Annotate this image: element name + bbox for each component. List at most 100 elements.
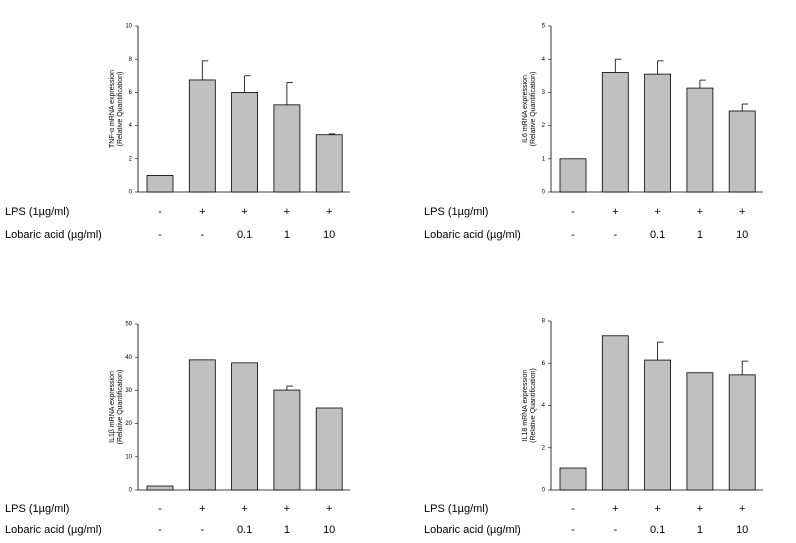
- y-axis-label: (Relative Quantification): [530, 72, 537, 147]
- bar: [559, 158, 587, 193]
- bar: [273, 104, 301, 193]
- panel: 0 1 2 3 4 5 IL6 mRNA expression (Relative Quant…: [424, 24, 763, 241]
- y-tick-label: 6: [129, 90, 133, 96]
- bar: [188, 359, 216, 491]
- treatment-value: +: [241, 206, 247, 218]
- panel: 0 2 4 6 8 IL18 mRNA expression (Relative Quant…: [424, 319, 763, 536]
- y-axis-label: TNF-α mRNA expression: [109, 70, 116, 148]
- y-tick-label: 0: [542, 488, 546, 494]
- treatment-value: -: [158, 524, 162, 536]
- treatment-value: 1: [697, 524, 703, 536]
- treatment-value: -: [613, 229, 617, 241]
- treatment-value: -: [200, 229, 204, 241]
- bar: [686, 87, 714, 193]
- bar: [146, 174, 174, 193]
- y-tick-label: 10: [125, 454, 132, 460]
- treatment-value: 0.1: [650, 229, 665, 241]
- treatment-value: +: [199, 503, 205, 515]
- treatment-value: +: [284, 503, 290, 515]
- treatment-value: -: [571, 503, 575, 515]
- treatment-value: +: [326, 206, 332, 218]
- y-axis-label: (Relative Quantification): [117, 72, 124, 147]
- y-tick-label: 2: [542, 445, 546, 451]
- bar: [188, 79, 216, 193]
- treatment-value: +: [284, 206, 290, 218]
- treatment-value: -: [613, 524, 617, 536]
- y-tick-label: 10: [125, 24, 132, 30]
- treatment-value: 0.1: [650, 524, 665, 536]
- treatment-value: 0.1: [237, 229, 252, 241]
- bar: [231, 362, 259, 491]
- y-axis-label: IL6 mRNA expression: [522, 75, 529, 143]
- y-tick-label: 4: [542, 57, 546, 63]
- bar: [315, 407, 343, 491]
- treatment-value: -: [200, 524, 204, 536]
- treatment-value: 10: [736, 229, 748, 241]
- bar: [644, 73, 671, 193]
- treatment-value: -: [571, 524, 575, 536]
- y-tick-label: 0: [542, 190, 546, 196]
- y-tick-label: 3: [542, 90, 546, 96]
- bar: [273, 389, 301, 491]
- treatment-value: 10: [323, 229, 335, 241]
- panel: 0 10 20 30 40 50 IL1β mRNA expression (Relative…: [5, 322, 350, 536]
- treatment-value: 1: [284, 524, 290, 536]
- treatment-label: Lobaric acid (µg/ml): [5, 229, 102, 241]
- y-axis-label: (Relative Quantification): [530, 368, 537, 443]
- treatment-value: -: [571, 206, 575, 218]
- treatment-value: -: [571, 229, 575, 241]
- y-tick-label: 8: [129, 57, 133, 63]
- y-tick-label: 0: [129, 190, 133, 196]
- treatment-value: +: [326, 503, 332, 515]
- y-tick-label: 1: [542, 156, 546, 162]
- treatment-value: 1: [697, 229, 703, 241]
- treatment-value: +: [697, 206, 703, 218]
- treatment-value: 10: [323, 524, 335, 536]
- treatment-value: +: [654, 503, 660, 515]
- treatment-value: 10: [736, 524, 748, 536]
- y-axis-label: (Relative Quantification): [117, 370, 124, 445]
- treatment-value: -: [158, 206, 162, 218]
- bar: [686, 372, 714, 491]
- bar: [728, 110, 756, 193]
- y-tick-label: 2: [129, 156, 133, 162]
- treatment-value: +: [654, 206, 660, 218]
- treatment-label: LPS (1µg/ml): [424, 206, 488, 218]
- treatment-label: Lobaric acid (µg/ml): [424, 229, 521, 241]
- panel: 0 2 4 6 8 10 TNF-α mRNA expression (Relative Qu…: [5, 24, 350, 241]
- bar: [728, 374, 756, 491]
- y-tick-label: 30: [125, 388, 132, 394]
- treatment-value: +: [612, 503, 618, 515]
- bar: [601, 335, 629, 491]
- treatment-value: +: [612, 206, 618, 218]
- bar: [146, 485, 174, 491]
- y-tick-label: 40: [125, 355, 132, 361]
- y-tick-label: 4: [542, 403, 546, 409]
- treatment-label: LPS (1µg/ml): [5, 206, 69, 218]
- y-tick-label: 6: [542, 361, 546, 367]
- bar: [644, 359, 671, 491]
- treatment-value: 0.1: [237, 524, 252, 536]
- treatment-value: +: [241, 503, 247, 515]
- y-tick-label: 8: [542, 319, 546, 325]
- y-tick-label: 4: [129, 123, 133, 129]
- bar: [601, 72, 629, 193]
- y-axis-label: IL18 mRNA expression: [522, 370, 529, 442]
- treatment-label: Lobaric acid (µg/ml): [5, 524, 102, 536]
- y-tick-label: 50: [125, 322, 132, 328]
- y-axis-label: IL1β mRNA expression: [109, 371, 116, 443]
- y-tick-label: 0: [129, 488, 133, 494]
- bar: [559, 467, 587, 491]
- bar: [315, 134, 343, 193]
- y-tick-label: 5: [542, 24, 546, 30]
- treatment-value: 1: [284, 229, 290, 241]
- treatment-label: LPS (1µg/ml): [424, 503, 488, 515]
- y-tick-label: 2: [542, 123, 546, 129]
- treatment-value: +: [697, 503, 703, 515]
- bar: [231, 92, 259, 193]
- y-tick-label: 20: [125, 421, 132, 427]
- treatment-label: Lobaric acid (µg/ml): [424, 524, 521, 536]
- treatment-label: LPS (1µg/ml): [5, 503, 69, 515]
- treatment-value: +: [739, 503, 745, 515]
